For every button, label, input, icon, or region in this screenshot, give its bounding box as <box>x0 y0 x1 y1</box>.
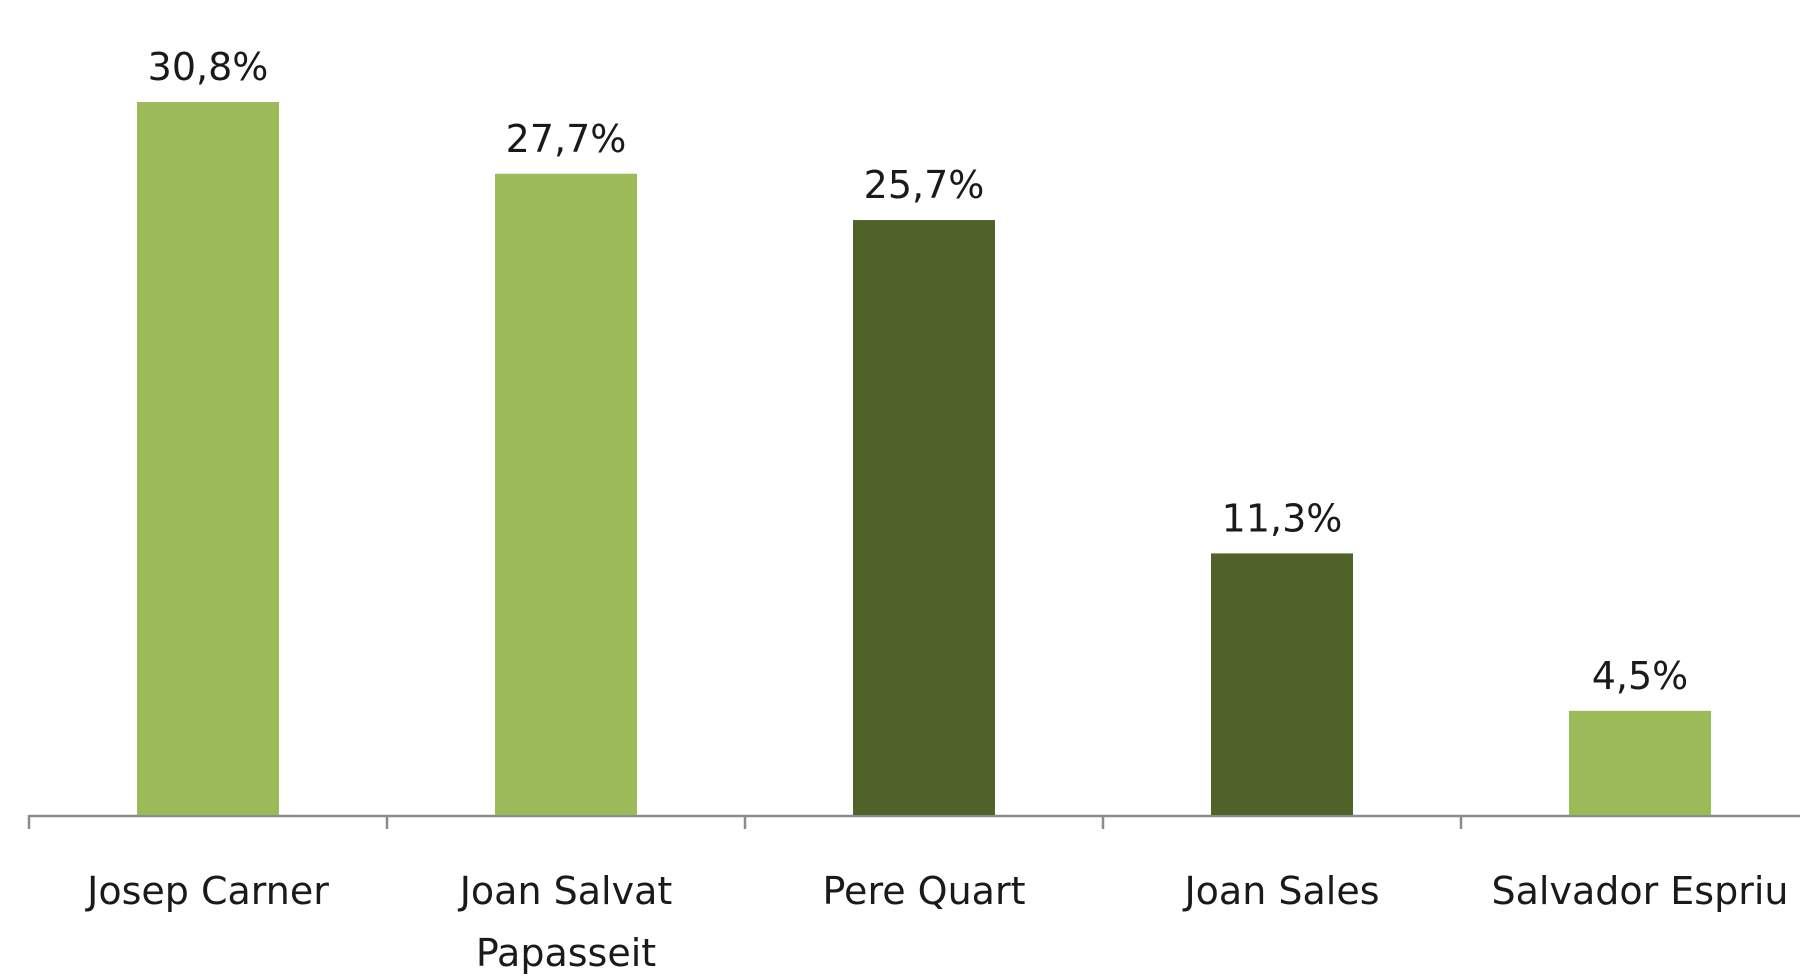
data-label: 11,3% <box>1222 496 1343 540</box>
bar <box>1569 710 1711 815</box>
data-label: 27,7% <box>506 117 627 161</box>
x-tick-label: Josep Carner <box>87 869 329 913</box>
bar <box>495 173 637 815</box>
x-tick-label: Salvador Espriu <box>1491 869 1789 913</box>
data-label: 4,5% <box>1592 654 1689 698</box>
data-label: 30,8% <box>148 45 269 89</box>
x-tick-label: Joan Salvat Papasseit <box>459 869 673 975</box>
bar <box>137 102 279 815</box>
x-tick-label: Joan Sales <box>1184 869 1380 913</box>
bar <box>853 220 995 815</box>
x-tick-label: Pere Quart <box>822 869 1026 913</box>
bar <box>1211 553 1353 815</box>
data-label: 25,7% <box>864 163 985 207</box>
